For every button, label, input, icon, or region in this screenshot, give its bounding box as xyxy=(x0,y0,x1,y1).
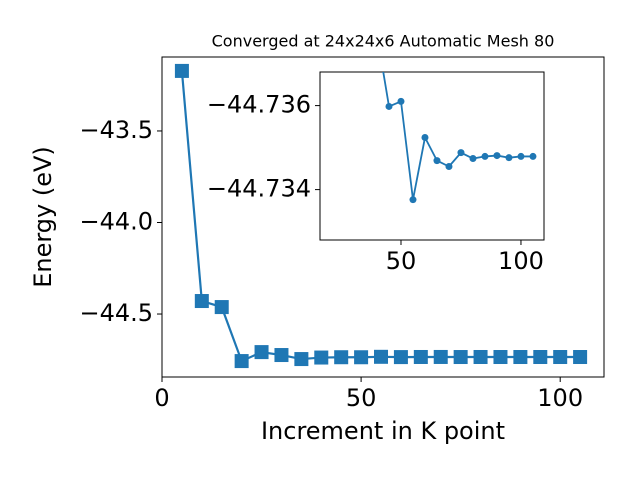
marker xyxy=(334,350,349,365)
x-axis-label: Increment in K point xyxy=(261,417,505,445)
x-tick-label: 50 xyxy=(346,384,377,412)
marker xyxy=(529,152,537,160)
marker xyxy=(533,350,548,365)
plot-content xyxy=(174,63,588,369)
marker xyxy=(397,97,405,105)
x-tick-label: 100 xyxy=(498,247,544,275)
x-tick-label: 0 xyxy=(154,384,169,412)
marker xyxy=(354,350,369,365)
marker xyxy=(453,350,468,365)
x-tick-label: 50 xyxy=(386,247,417,275)
marker xyxy=(413,349,428,364)
marker xyxy=(409,196,417,204)
marker xyxy=(573,350,588,365)
marker xyxy=(174,63,189,78)
y-tick-label: −44.0 xyxy=(79,207,153,235)
marker xyxy=(517,152,525,160)
marker xyxy=(294,352,309,367)
marker xyxy=(493,152,501,160)
plot-content xyxy=(382,72,537,204)
marker xyxy=(374,349,389,364)
marker xyxy=(505,154,513,162)
marker xyxy=(469,155,477,163)
x-tick-label: 100 xyxy=(537,384,583,412)
marker xyxy=(553,350,568,365)
marker xyxy=(473,349,488,364)
marker xyxy=(214,300,229,315)
marker xyxy=(393,350,408,365)
marker xyxy=(385,102,393,110)
marker xyxy=(433,157,441,165)
y-tick-label: −44.736 xyxy=(207,91,311,119)
plot-area xyxy=(319,71,545,241)
marker xyxy=(274,348,289,363)
marker xyxy=(421,134,429,142)
marker xyxy=(513,350,528,365)
marker xyxy=(481,152,489,160)
marker xyxy=(314,350,329,365)
y-tick-label: −44.734 xyxy=(207,175,311,203)
marker xyxy=(457,149,465,157)
marker xyxy=(493,350,508,365)
y-axis-label: Energy (eV) xyxy=(29,146,57,288)
marker xyxy=(254,345,269,360)
marker xyxy=(234,354,249,369)
marker xyxy=(445,163,453,170)
y-tick-label: −44.5 xyxy=(79,299,153,327)
marker xyxy=(194,294,209,309)
marker xyxy=(433,349,448,364)
y-tick-label: −43.5 xyxy=(79,116,153,144)
chart-title: Converged at 24x24x6 Automatic Mesh 80 xyxy=(212,32,555,51)
